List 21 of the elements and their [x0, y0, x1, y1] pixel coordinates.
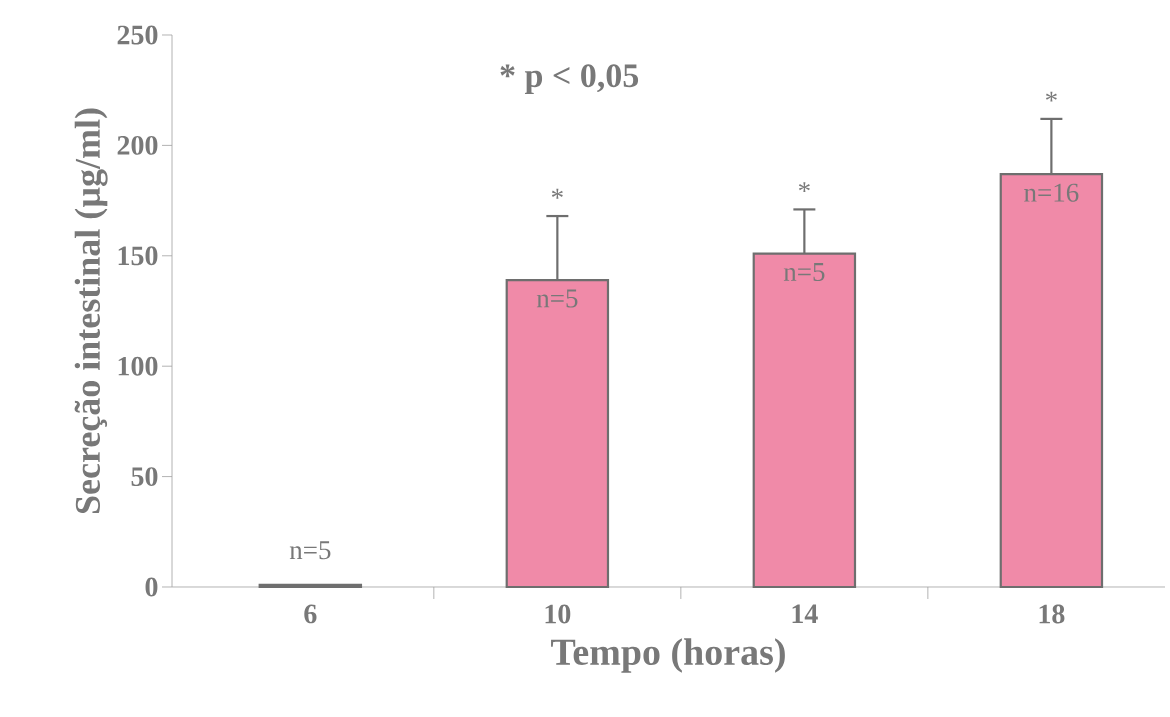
y-tick-label: 50 — [131, 467, 158, 487]
y-axis-title: Secreção intestinal (µg/ml) — [74, 108, 108, 514]
annotation: n=5 — [783, 263, 825, 282]
bar — [258, 583, 363, 589]
y-tick-label: 100 — [118, 356, 158, 376]
annotation: * — [551, 188, 563, 199]
annotation: n=16 — [1024, 183, 1079, 202]
annotation: * p < 0,05 — [500, 64, 639, 95]
x-tick-label: 10 — [545, 604, 571, 624]
x-tick-label: 14 — [792, 604, 818, 623]
annotation: * — [798, 182, 810, 193]
y-tick-label: 0 — [145, 577, 158, 597]
y-tick-label: 150 — [118, 246, 158, 266]
annotation: n=5 — [536, 289, 578, 308]
annotation: * — [1045, 91, 1057, 102]
annotation: n=5 — [289, 541, 331, 560]
y-tick-label: 250 — [117, 25, 158, 45]
x-tick-label: 6 — [304, 604, 317, 624]
x-axis-title: Tempo (horas) — [551, 638, 785, 673]
x-tick-label: 18 — [1039, 604, 1065, 624]
y-tick-label: 200 — [117, 135, 158, 155]
